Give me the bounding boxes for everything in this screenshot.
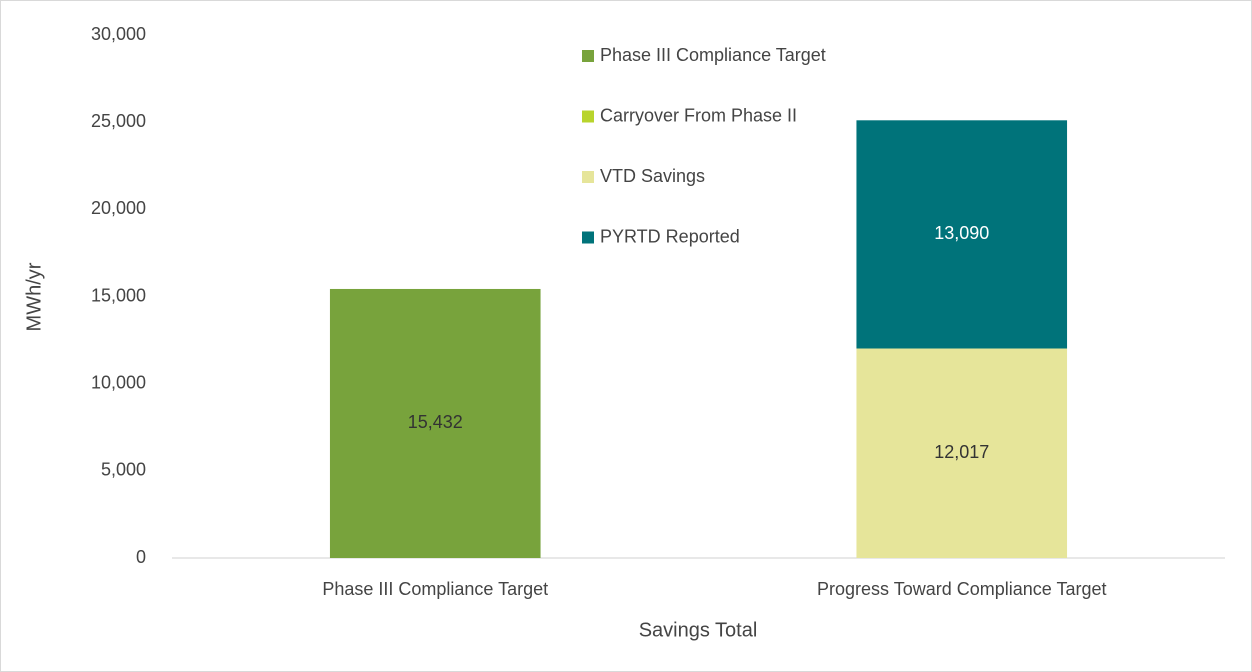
y-tick-label: 30,000 xyxy=(91,24,146,44)
y-tick-label: 15,000 xyxy=(91,285,146,305)
bar-segment xyxy=(856,120,1068,349)
legend-swatch xyxy=(582,171,594,183)
legend-swatch xyxy=(582,50,594,62)
y-axis-title: MWh/yr xyxy=(23,262,45,331)
data-label: 15,432 xyxy=(408,412,463,432)
x-tick-label: Phase III Compliance Target xyxy=(322,579,548,599)
y-tick-label: 0 xyxy=(136,547,146,567)
x-axis-title: Savings Total xyxy=(639,619,758,641)
data-label: 13,090 xyxy=(934,223,989,243)
bar-segment xyxy=(856,348,1068,558)
legend-label: VTD Savings xyxy=(600,166,705,186)
legend-label: PYRTD Reported xyxy=(600,226,740,246)
x-tick-label: Progress Toward Compliance Target xyxy=(817,579,1106,599)
y-tick-label: 5,000 xyxy=(101,460,146,480)
legend-swatch xyxy=(582,231,594,244)
y-tick-label: 20,000 xyxy=(91,198,146,218)
bar-segment xyxy=(329,288,541,558)
legend-label: Phase III Compliance Target xyxy=(600,45,826,65)
data-label: 12,017 xyxy=(934,442,989,462)
y-tick-label: 25,000 xyxy=(91,111,146,131)
legend-swatch xyxy=(582,110,594,123)
y-tick-label: 10,000 xyxy=(91,372,146,392)
legend-label: Carryover From Phase II xyxy=(600,105,797,125)
